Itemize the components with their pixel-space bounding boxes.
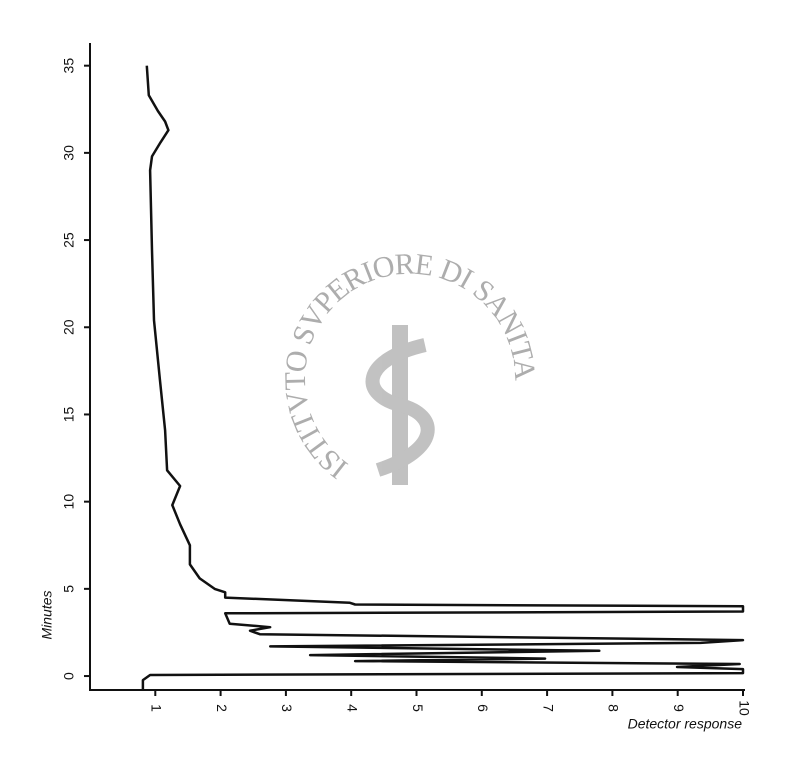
- x-tick-label: 1: [149, 704, 165, 712]
- y-axis-label: Minutes: [39, 590, 55, 639]
- y-tick-label: 10: [61, 494, 77, 510]
- y-tick-label: 15: [61, 406, 77, 422]
- emblem-staff: [392, 325, 408, 485]
- x-tick-label: 3: [279, 704, 295, 712]
- y-tick-label: 25: [61, 232, 77, 248]
- x-tick-label: 8: [606, 704, 622, 712]
- watermark-emblem: [365, 325, 435, 485]
- y-tick-label: 35: [61, 58, 77, 74]
- x-tick-label: 2: [214, 704, 230, 712]
- x-axis-label: Detector response: [628, 716, 743, 732]
- x-tick-label: 6: [475, 704, 491, 712]
- x-tick-label: 9: [671, 704, 687, 712]
- trace-line: [141, 65, 745, 690]
- emblem-snake: [365, 338, 435, 477]
- y-tick-label: 30: [61, 145, 77, 161]
- x-tick-label: 5: [410, 704, 426, 712]
- x-tick-label: 10: [736, 700, 752, 716]
- y-tick-label: 20: [61, 319, 77, 335]
- x-tick-label: 4: [344, 704, 360, 712]
- y-tick-label: 5: [61, 585, 77, 593]
- x-tick-label: 7: [540, 704, 556, 712]
- y-tick-label: 0: [61, 672, 77, 680]
